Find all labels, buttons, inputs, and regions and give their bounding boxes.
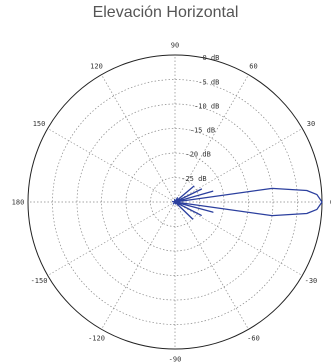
- series-line: [171, 185, 323, 220]
- angle-tick-label: -30: [305, 277, 318, 285]
- polar-grid: [27, 54, 323, 350]
- series-layer: [171, 185, 323, 220]
- angle-tick-label: 120: [90, 63, 103, 71]
- grid-spoke: [101, 74, 176, 203]
- angle-tick-label: 60: [249, 63, 257, 71]
- radial-tick-label: -25 dB: [181, 175, 206, 183]
- angle-tick-label: 0: [330, 199, 331, 207]
- angle-ticks: 0 30 60 90 120 150 180 -150 -120 -90 -60 -30: [12, 42, 331, 364]
- angle-tick-label: 150: [33, 120, 46, 128]
- radial-tick-label: -10 dB: [194, 102, 219, 110]
- chart-title: Elevación Horizontal: [92, 4, 239, 21]
- grid-spoke: [174, 74, 249, 203]
- angle-tick-label: 90: [171, 42, 179, 50]
- radial-tick-label: -15 dB: [190, 127, 215, 135]
- radial-tick-label: -5 dB: [198, 78, 219, 86]
- grid-spoke: [174, 201, 249, 330]
- angle-tick-label: 30: [307, 120, 315, 128]
- grid-spoke: [174, 201, 303, 276]
- angle-tick-label: 180: [12, 199, 25, 207]
- radial-tick-labels: 0 dB -5 dB -10 dB -15 dB -20 dB -25 dB: [181, 54, 219, 183]
- radial-tick-label: -20 dB: [186, 151, 211, 159]
- grid-spoke: [47, 128, 176, 203]
- grid-spoke: [47, 201, 176, 276]
- angle-tick-label: -150: [31, 277, 48, 285]
- grid-spoke: [174, 128, 303, 203]
- angle-tick-label: -60: [247, 334, 260, 342]
- angle-tick-label: -90: [169, 356, 182, 364]
- grid-spoke: [101, 201, 176, 330]
- angle-tick-label: -120: [88, 334, 105, 342]
- radial-tick-label: 0 dB: [203, 54, 220, 62]
